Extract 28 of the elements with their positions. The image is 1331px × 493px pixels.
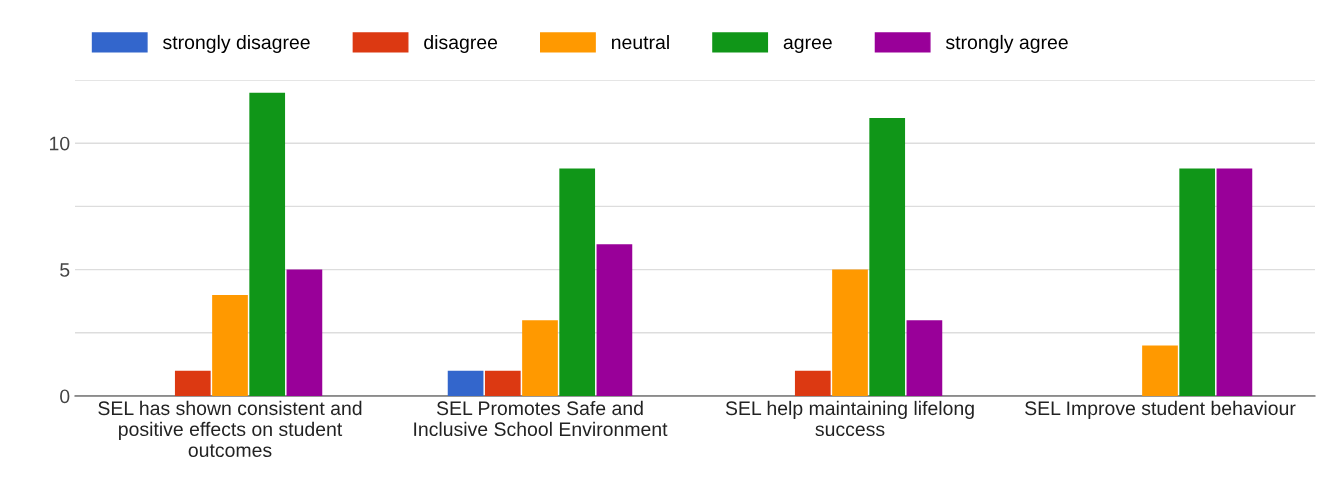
x-tick-label: SEL has shown consistent and positive effects on student outcomes xyxy=(98,400,362,458)
bar xyxy=(906,320,943,396)
legend-label: strongly disagree xyxy=(163,34,310,54)
legend-label: disagree xyxy=(424,34,498,54)
x-tick-label: SEL Promotes Safe and Inclusive School Environment xyxy=(414,400,668,437)
y-tick-label: 10 xyxy=(50,136,70,151)
y-tick-label: 0 xyxy=(60,389,70,404)
bar xyxy=(1179,168,1216,396)
bar xyxy=(484,370,521,396)
bar xyxy=(174,370,211,396)
bar xyxy=(522,320,558,396)
bar xyxy=(212,294,248,396)
x-tick-label: SEL help maintaining lifelong success xyxy=(725,400,974,437)
bar xyxy=(832,269,868,396)
bar xyxy=(869,117,906,396)
legend-label: agree xyxy=(783,38,832,54)
bar xyxy=(249,92,286,396)
x-tick-label: SEL Improve student behaviour xyxy=(1025,400,1296,419)
bar xyxy=(794,370,831,396)
y-tick-label: 5 xyxy=(60,263,70,277)
legend-label: strongly agree xyxy=(945,34,1068,54)
bar xyxy=(1216,168,1253,396)
bar xyxy=(559,168,596,396)
bar xyxy=(596,244,633,396)
bar xyxy=(1142,345,1178,396)
bar xyxy=(286,269,323,396)
legend-label: neutral xyxy=(611,34,669,50)
bar xyxy=(447,370,484,396)
